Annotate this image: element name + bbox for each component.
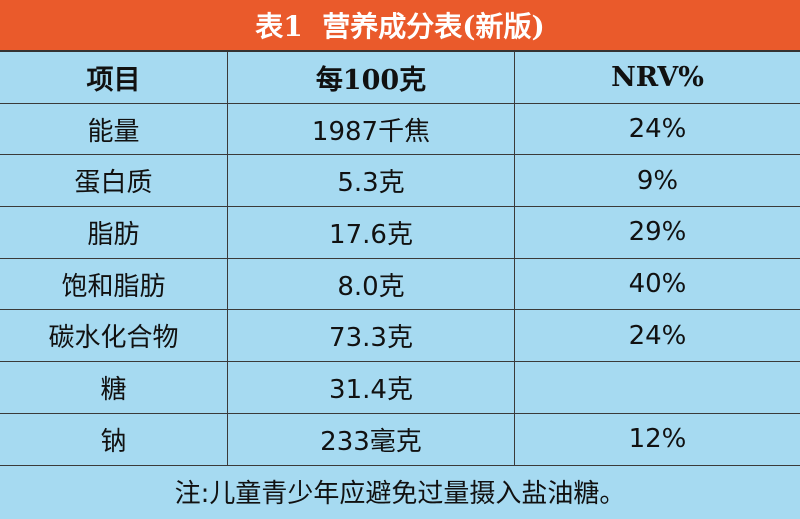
table-cell: 29% [628,217,687,248]
table-cell: 脂肪 [0,207,228,258]
table-cell: 40% [628,269,687,300]
table-cell: 8.0克 [228,258,515,310]
table-body: 项目 每100克 NRV% 能量 1987千焦 24% 蛋白质 5.3克 9% 脂肪 17.6克 29… [0,52,800,466]
table-cell [515,362,800,413]
table-row: 能量 1987千焦 24% [0,103,800,156]
table-cell: 12% [628,424,687,455]
header-cell: 项目 [0,52,228,103]
table-cell: 蛋白质 [0,155,228,207]
table-cell: 233毫克 [228,413,515,465]
table-row: 糖 31.4克 [0,362,800,414]
header-cell: 每100克 [228,52,515,103]
table-row: 蛋白质 5.3克 9% [0,155,800,208]
table-row: 钠 233毫克 12% [0,413,800,466]
table-cell: 能量 [0,103,228,155]
table-cell: 24% [628,320,687,351]
table-title: 表1 营养成分表(新版) [0,0,800,52]
table-cell: 饱和脂肪 [0,258,228,310]
table-note: 注:儿童青少年应避免过量摄入盐油糖。 [174,479,626,509]
table-cell: 31.4克 [228,362,515,413]
table-cell: 9% [636,165,679,196]
table-cell: 糖 [0,362,228,413]
table-row: 饱和脂肪 8.0克 40% [0,258,800,311]
header-cell: NRV% [611,61,704,93]
table-cell: 17.6克 [228,207,515,258]
table-cell: 碳水化合物 [0,310,228,362]
table-row: 碳水化合物 73.3克 24% [0,310,800,363]
table-cell: 24% [628,114,687,145]
table-cell: 钠 [0,413,228,465]
table-row: 脂肪 17.6克 29% [0,207,800,259]
header-row: 项目 每100克 NRV% [0,52,800,104]
table-cell: 73.3克 [228,310,515,362]
table-cell: 1987千焦 [228,103,515,155]
table-cell: 5.3克 [228,155,515,207]
